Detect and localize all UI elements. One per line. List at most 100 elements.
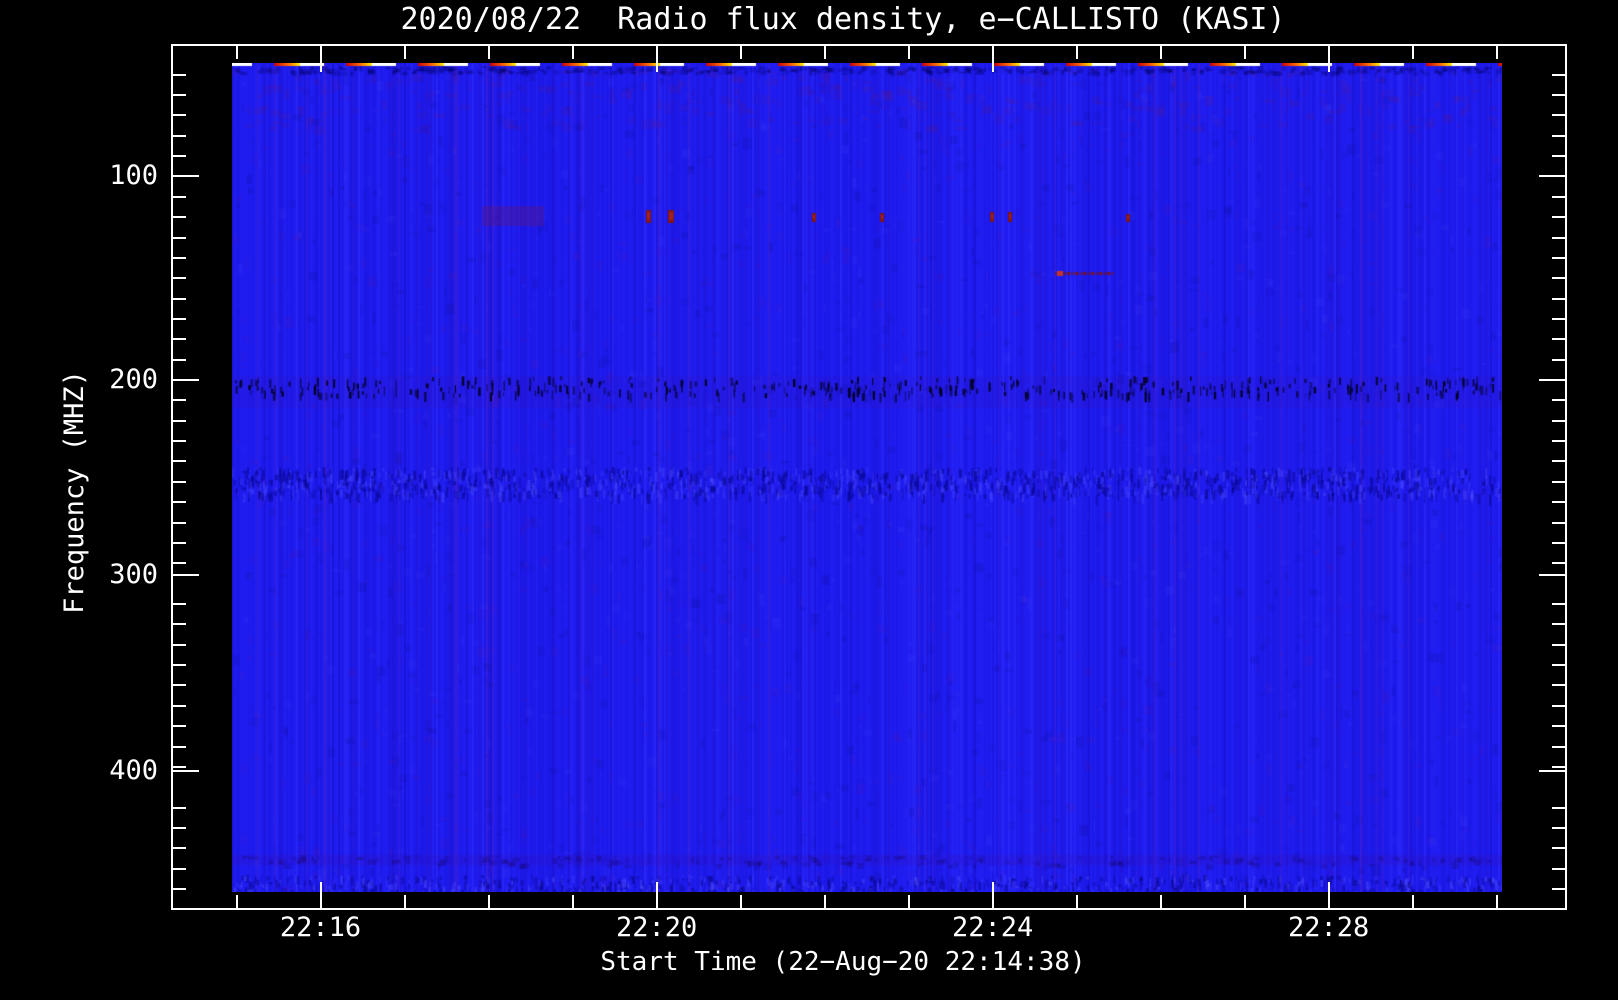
x-tick-label: 22:24 (951, 912, 1034, 943)
right-axis-tick (1539, 379, 1565, 382)
right-axis-tick (1552, 155, 1565, 158)
bottom-axis-tick (1075, 895, 1078, 908)
left-axis-tick (173, 562, 186, 565)
right-axis-tick (1552, 297, 1565, 300)
top-axis-tick (571, 46, 574, 59)
right-axis-tick (1552, 195, 1565, 198)
bottom-axis-tick (1411, 895, 1414, 908)
right-axis-tick (1552, 501, 1565, 504)
left-axis-tick (173, 338, 186, 341)
right-axis-tick (1552, 806, 1565, 809)
left-axis-tick (173, 704, 186, 707)
chart-title: 2020/08/22 Radio flux density, e−CALLIST… (400, 2, 1286, 37)
right-axis-tick (1552, 704, 1565, 707)
left-axis-tick (173, 277, 186, 280)
bottom-axis-tick (1327, 882, 1330, 908)
left-axis-tick (173, 867, 186, 870)
right-axis-tick (1552, 480, 1565, 483)
left-axis-tick (173, 419, 186, 422)
left-axis-tick (173, 155, 186, 158)
right-axis-tick (1539, 573, 1565, 576)
right-axis-tick (1552, 867, 1565, 870)
left-axis-tick (173, 216, 186, 219)
y-tick-label: 100 (109, 160, 158, 192)
plot-frame (171, 44, 1567, 910)
right-axis-tick (1552, 216, 1565, 219)
left-axis-tick (173, 358, 186, 361)
left-axis-tick (173, 236, 186, 239)
top-axis-tick (991, 46, 994, 72)
right-axis-tick (1552, 847, 1565, 850)
right-axis-tick (1552, 338, 1565, 341)
top-axis-tick (487, 46, 490, 59)
bottom-axis-tick (1159, 895, 1162, 908)
right-axis-tick (1552, 73, 1565, 76)
left-axis-tick (173, 725, 186, 728)
left-axis-tick (173, 114, 186, 117)
right-axis-tick (1552, 541, 1565, 544)
left-axis-tick (173, 806, 186, 809)
right-axis-tick (1552, 562, 1565, 565)
left-axis-tick (173, 541, 186, 544)
left-axis-tick (173, 684, 186, 687)
right-axis-tick (1552, 745, 1565, 748)
top-axis-tick (1411, 46, 1414, 59)
left-axis-tick (173, 765, 186, 768)
top-axis-tick (1495, 46, 1498, 59)
right-axis-tick (1552, 765, 1565, 768)
left-axis-tick (173, 297, 186, 300)
bottom-axis-tick (487, 895, 490, 908)
right-axis-tick (1552, 684, 1565, 687)
right-axis-tick (1539, 175, 1565, 178)
right-axis-tick (1552, 826, 1565, 829)
y-axis-label: Frequency (MHZ) (59, 370, 90, 614)
left-axis-tick (173, 521, 186, 524)
left-axis-tick (173, 175, 199, 178)
bottom-axis-tick (907, 895, 910, 908)
left-axis-tick (173, 643, 186, 646)
right-axis-tick (1552, 521, 1565, 524)
left-axis-tick (173, 573, 199, 576)
bottom-axis-tick (319, 882, 322, 908)
left-axis-tick (173, 480, 186, 483)
bottom-axis-tick (1243, 895, 1246, 908)
y-tick-label: 300 (109, 558, 158, 590)
right-axis-tick (1552, 725, 1565, 728)
left-axis-tick (173, 664, 186, 667)
top-axis-tick (655, 46, 658, 72)
top-axis-tick (823, 46, 826, 59)
left-axis-tick (173, 134, 186, 137)
right-axis-tick (1552, 623, 1565, 626)
x-axis-label: Start Time (22−Aug−20 22:14:38) (600, 947, 1086, 977)
top-axis-tick (235, 46, 238, 59)
right-axis-tick (1552, 888, 1565, 891)
left-axis-tick (173, 195, 186, 198)
x-tick-label: 22:16 (279, 912, 362, 943)
left-axis-tick (173, 73, 186, 76)
top-axis-tick (319, 46, 322, 72)
right-axis-tick (1552, 440, 1565, 443)
right-axis-tick (1552, 134, 1565, 137)
x-tick-label: 22:20 (615, 912, 698, 943)
left-axis-tick (173, 256, 186, 259)
bottom-axis-tick (1495, 895, 1498, 908)
right-axis-tick (1552, 643, 1565, 646)
bottom-axis-tick (571, 895, 574, 908)
right-axis-tick (1552, 664, 1565, 667)
bottom-axis-tick (403, 895, 406, 908)
right-axis-tick (1552, 256, 1565, 259)
left-axis-tick (173, 602, 186, 605)
right-axis-tick (1552, 419, 1565, 422)
top-axis-tick (1075, 46, 1078, 59)
left-axis-tick (173, 847, 186, 850)
top-axis-tick (403, 46, 406, 59)
bottom-axis-tick (655, 882, 658, 908)
top-axis-tick (1159, 46, 1162, 59)
right-axis-tick (1552, 358, 1565, 361)
left-axis-tick (173, 623, 186, 626)
left-axis-tick (173, 501, 186, 504)
bottom-axis-tick (991, 882, 994, 908)
right-axis-tick (1552, 317, 1565, 320)
spectrogram-image (232, 63, 1502, 892)
left-axis-tick (173, 745, 186, 748)
